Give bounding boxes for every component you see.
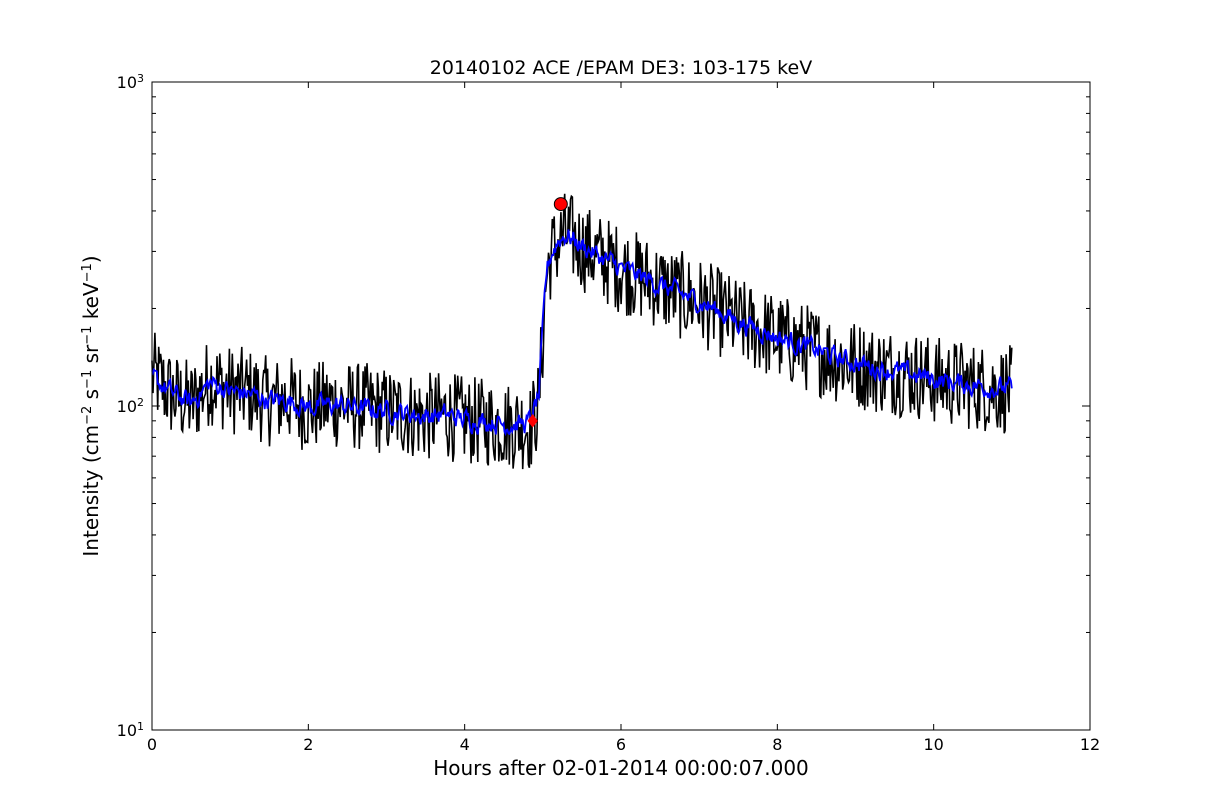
series-smoothed-line bbox=[151, 229, 1013, 437]
onset-marker bbox=[527, 413, 538, 428]
y-label-suffix: ) bbox=[79, 255, 103, 263]
y-tick-base: 10 bbox=[117, 73, 137, 92]
y-label-sr: sr bbox=[79, 344, 103, 370]
y-label-exp-sr: −1 bbox=[80, 326, 95, 345]
x-tick-label: 12 bbox=[1080, 735, 1100, 754]
y-label-kev: keV bbox=[79, 282, 103, 326]
y-tick-label: 103 bbox=[117, 72, 144, 93]
x-axis-label: Hours after 02-01-2014 00:00:07.000 bbox=[433, 756, 809, 780]
y-label-exp-kev: −1 bbox=[80, 263, 95, 282]
series-raw-line bbox=[151, 193, 1013, 470]
x-tick-label: 8 bbox=[772, 735, 782, 754]
y-label-exp-cm: −2 bbox=[80, 406, 95, 425]
x-tick-label: 4 bbox=[460, 735, 470, 754]
x-tick-label: 6 bbox=[616, 735, 626, 754]
x-tick-label: 0 bbox=[147, 735, 157, 754]
y-tick-exponent: 2 bbox=[137, 396, 144, 409]
y-tick-base: 10 bbox=[117, 721, 137, 740]
y-label-exp-s: −1 bbox=[80, 370, 95, 389]
plot-area bbox=[151, 193, 1013, 470]
x-tick-label: 10 bbox=[923, 735, 943, 754]
y-tick-label: 102 bbox=[117, 396, 144, 417]
x-tick-label: 2 bbox=[303, 735, 313, 754]
y-label-prefix: Intensity (cm bbox=[79, 425, 103, 557]
plot-frame bbox=[151, 81, 1091, 731]
peak-marker bbox=[553, 197, 568, 212]
y-tick-base: 10 bbox=[117, 397, 137, 416]
y-tick-exponent: 3 bbox=[137, 72, 144, 85]
y-tick-exponent: 1 bbox=[137, 720, 144, 733]
y-tick-label: 101 bbox=[117, 720, 144, 741]
y-axis-label: Intensity (cm−2 s−1 sr−1 keV−1) bbox=[79, 255, 103, 556]
y-label-s: s bbox=[79, 389, 103, 406]
chart-title: 20140102 ACE /EPAM DE3: 103-175 keV bbox=[430, 57, 812, 79]
